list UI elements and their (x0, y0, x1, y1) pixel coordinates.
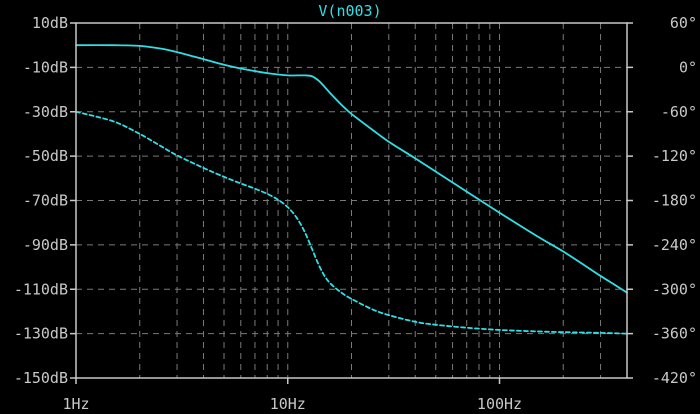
left-axis-ticks: 10dB -10dB -30dB -50dB -70dB -90dB -110dB -130d… (14, 14, 76, 387)
right-tick-label: 60° (670, 14, 697, 32)
plot-frame (75, 22, 628, 379)
right-tick-label: 0° (679, 58, 697, 76)
left-tick-label: -50dB (23, 147, 68, 165)
left-tick-label: -90dB (23, 236, 68, 254)
left-tick-label: -110dB (14, 280, 68, 298)
right-axis-ticks: 60° 0° -60° -120° -180° -240° -300° -360° -420° (627, 14, 697, 387)
left-tick-label: 10dB (32, 14, 68, 32)
left-tick-label: -30dB (23, 103, 68, 121)
left-tick-label: -70dB (23, 192, 68, 210)
chart-title: V(n003) (318, 2, 381, 20)
x-axis-ticks: 1Hz 10Hz 100Hz (62, 378, 522, 413)
left-tick-label: -150dB (14, 369, 68, 387)
right-tick-label: -60° (661, 103, 697, 121)
magnitude-trace (75, 44, 628, 294)
right-tick-label: -420° (652, 369, 697, 387)
left-tick-label: -10dB (23, 58, 68, 76)
left-tick-label: -130dB (14, 325, 68, 343)
x-tick-label: 10Hz (270, 395, 306, 413)
grid-lines (76, 23, 627, 378)
right-tick-label: -240° (652, 236, 697, 254)
right-tick-label: -120° (652, 147, 697, 165)
x-tick-label: 1Hz (62, 395, 89, 413)
x-tick-label: 100Hz (477, 395, 522, 413)
traces (75, 44, 628, 335)
right-tick-label: -180° (652, 192, 697, 210)
right-tick-label: -300° (652, 280, 697, 298)
phase-trace (75, 110, 628, 335)
right-tick-label: -360° (652, 325, 697, 343)
